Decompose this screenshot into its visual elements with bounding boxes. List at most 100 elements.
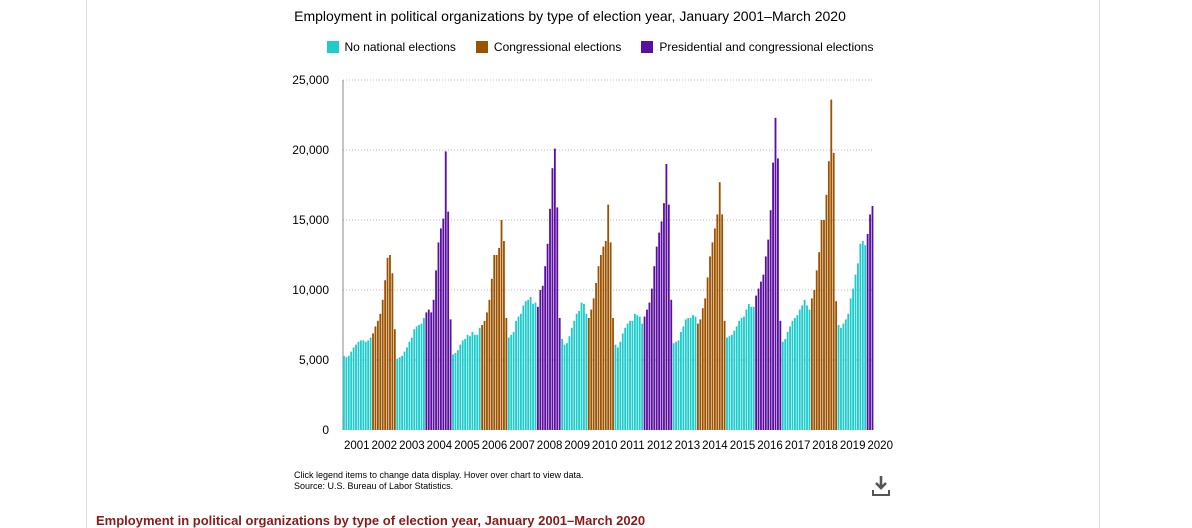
bar[interactable] (393, 329, 396, 430)
bar[interactable] (347, 355, 350, 430)
bar[interactable] (372, 333, 374, 430)
bar[interactable] (520, 313, 522, 430)
bar[interactable] (745, 309, 748, 430)
bar[interactable] (452, 354, 454, 430)
bar[interactable] (447, 211, 450, 430)
bar[interactable] (515, 320, 517, 430)
bar[interactable] (774, 117, 777, 431)
bar[interactable] (580, 302, 583, 430)
bar[interactable] (401, 355, 404, 430)
bar[interactable] (551, 168, 554, 430)
bar[interactable] (391, 273, 394, 430)
bar[interactable] (379, 313, 382, 430)
bar[interactable] (684, 319, 687, 430)
bar[interactable] (859, 243, 862, 430)
bar[interactable] (825, 194, 828, 430)
bar[interactable] (527, 299, 530, 430)
bar[interactable] (779, 320, 782, 430)
bar[interactable] (374, 326, 377, 430)
bar[interactable] (823, 220, 825, 430)
bar[interactable] (849, 298, 852, 430)
bar[interactable] (573, 320, 576, 430)
bar[interactable] (539, 290, 542, 430)
bar[interactable] (459, 344, 462, 430)
bar[interactable] (767, 239, 770, 430)
bar[interactable] (439, 228, 442, 430)
bar[interactable] (616, 347, 619, 430)
bar[interactable] (793, 318, 796, 430)
bar[interactable] (612, 318, 614, 430)
bar[interactable] (660, 221, 663, 430)
bar[interactable] (585, 313, 588, 430)
bar[interactable] (718, 182, 721, 430)
bar[interactable] (432, 299, 435, 430)
bar[interactable] (507, 337, 510, 430)
bar[interactable] (619, 341, 622, 430)
bar[interactable] (522, 305, 525, 430)
bar[interactable] (810, 298, 813, 430)
bar[interactable] (726, 337, 728, 430)
bar[interactable] (587, 318, 590, 430)
bar[interactable] (621, 333, 624, 430)
bar[interactable] (730, 334, 733, 430)
bar[interactable] (415, 326, 418, 430)
bar[interactable] (609, 242, 612, 430)
bar[interactable] (646, 309, 648, 430)
bar[interactable] (636, 315, 639, 430)
bar[interactable] (510, 334, 513, 430)
bar[interactable] (852, 288, 854, 430)
bar[interactable] (500, 220, 503, 430)
bar[interactable] (553, 148, 556, 430)
bar[interactable] (398, 357, 401, 430)
bar[interactable] (604, 241, 607, 430)
bar[interactable] (413, 329, 416, 430)
bar[interactable] (847, 313, 850, 430)
bar[interactable] (490, 278, 493, 430)
bar[interactable] (752, 306, 755, 430)
bar[interactable] (762, 274, 765, 430)
bar[interactable] (396, 358, 399, 430)
bar[interactable] (418, 325, 420, 430)
bar[interactable] (658, 232, 661, 430)
bar[interactable] (735, 326, 738, 430)
bar[interactable] (820, 220, 823, 430)
bar[interactable] (665, 164, 668, 430)
bar[interactable] (483, 320, 486, 430)
bar[interactable] (801, 305, 804, 430)
bar[interactable] (425, 312, 428, 430)
bar[interactable] (711, 242, 714, 430)
bar[interactable] (389, 255, 391, 430)
bar[interactable] (803, 299, 806, 430)
bar[interactable] (357, 341, 360, 430)
bar[interactable] (772, 162, 774, 430)
bar[interactable] (864, 245, 867, 430)
bar[interactable] (597, 266, 600, 430)
bar[interactable] (699, 319, 702, 430)
bar[interactable] (471, 332, 474, 430)
bar[interactable] (410, 337, 413, 430)
bar[interactable] (549, 208, 551, 430)
bar[interactable] (423, 318, 425, 430)
bar[interactable] (871, 206, 874, 430)
bar[interactable] (376, 320, 379, 430)
bar[interactable] (764, 256, 767, 430)
bar[interactable] (541, 285, 544, 430)
bar[interactable] (837, 325, 840, 430)
bar[interactable] (600, 255, 602, 430)
bar[interactable] (638, 316, 641, 430)
bar[interactable] (442, 218, 445, 430)
bar[interactable] (633, 313, 636, 430)
bar[interactable] (866, 234, 869, 430)
bar[interactable] (701, 308, 704, 430)
bar[interactable] (854, 274, 857, 430)
bar[interactable] (755, 295, 758, 430)
bar[interactable] (663, 203, 665, 430)
bar[interactable] (481, 325, 484, 430)
bar[interactable] (757, 288, 760, 430)
bar[interactable] (806, 305, 808, 430)
bar[interactable] (750, 306, 753, 430)
bar[interactable] (406, 347, 408, 430)
bar[interactable] (495, 255, 498, 430)
bar[interactable] (544, 266, 547, 430)
bar[interactable] (498, 248, 500, 430)
